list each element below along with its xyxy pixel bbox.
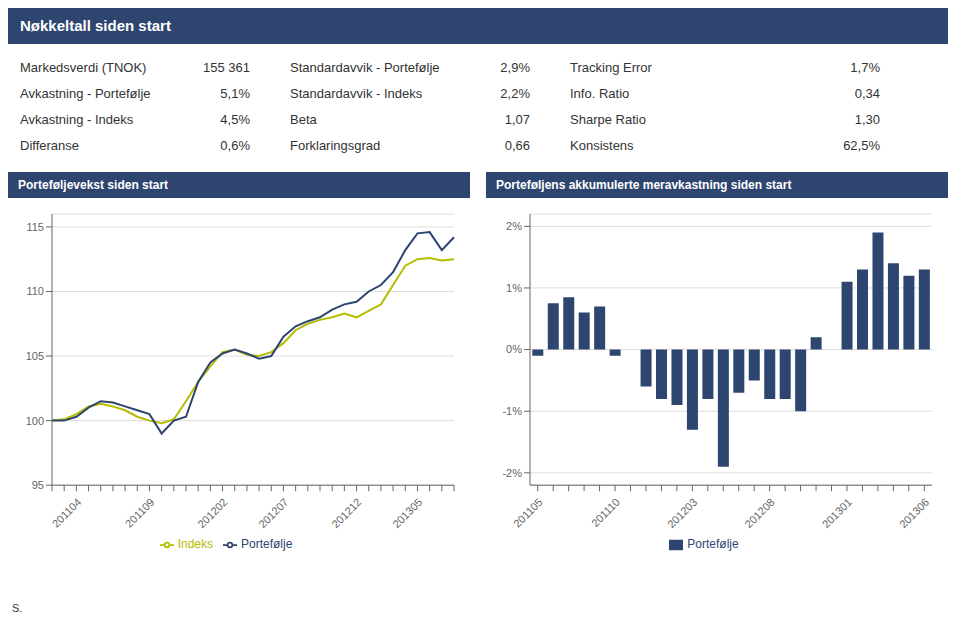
- html-text:Nøkkeltall siden start: Nøkkeltall siden start: [20, 17, 171, 34]
- html-text:Avkastning - Portefølje: Avkastning - Portefølje: [20, 85, 151, 101]
- svg-text:100: 100: [26, 415, 44, 427]
- svg-text:201109: 201109: [123, 496, 157, 530]
- svg-text:115: 115: [26, 221, 44, 233]
- svg-text:201306: 201306: [897, 496, 931, 530]
- html-text:Porteføljens akkumulerte merav: Porteføljens akkumulerte meravkastning s…: [496, 178, 792, 192]
- html-text:0,66: 0,66: [504, 137, 530, 153]
- html-text:Forklaringsgrad: Forklaringsgrad: [290, 137, 381, 153]
- svg-text:201305: 201305: [390, 496, 424, 530]
- html-text:Differanse: Differanse: [20, 137, 79, 153]
- html-text:Tracking Error: Tracking Error: [570, 59, 652, 75]
- svg-text:201104: 201104: [50, 496, 84, 530]
- html-text:1,7%: 1,7%: [850, 59, 880, 75]
- svg-text:1%: 1%: [506, 282, 522, 294]
- svg-text:201105: 201105: [511, 496, 545, 530]
- html-text:155 361: 155 361: [203, 59, 250, 75]
- html-text:Standardavvik - Indeks: Standardavvik - Indeks: [290, 85, 423, 101]
- html-text:5,1%: 5,1%: [220, 85, 250, 101]
- svg-text:201203: 201203: [665, 496, 699, 530]
- html-text:4,5%: 4,5%: [220, 111, 250, 127]
- svg-text:-1%: -1%: [502, 405, 522, 417]
- html-text:0,34: 0,34: [854, 85, 880, 101]
- html-text:0,6%: 0,6%: [220, 137, 250, 153]
- svg-text:95: 95: [32, 479, 44, 491]
- html-text:Standardavvik - Portefølje: Standardavvik - Portefølje: [290, 59, 440, 75]
- svg-text:201202: 201202: [195, 496, 229, 530]
- html-text:62,5%: 62,5%: [843, 137, 880, 153]
- html-text:Portefølje: Portefølje: [687, 537, 739, 552]
- svg-text:201212: 201212: [329, 496, 363, 530]
- html-text:Avkastning - Indeks: Avkastning - Indeks: [20, 111, 134, 127]
- html-text:1,07: 1,07: [504, 111, 530, 127]
- svg-text:-2%: -2%: [502, 467, 522, 479]
- svg-text:201301: 201301: [820, 496, 854, 530]
- html-text:Beta: Beta: [290, 111, 317, 127]
- html-text:Sharpe Ratio: Sharpe Ratio: [570, 111, 646, 127]
- svg-text:201110: 201110: [589, 496, 622, 529]
- html-text:2,9%: 2,9%: [500, 59, 530, 75]
- html-text:Porteføljevekst siden start: Porteføljevekst siden start: [18, 178, 169, 192]
- html-text:Markedsverdi (TNOK): Markedsverdi (TNOK): [20, 59, 147, 75]
- html-text:2,2%: 2,2%: [500, 85, 530, 101]
- html-text:S.: S.: [12, 602, 23, 614]
- svg-text:201208: 201208: [742, 496, 776, 530]
- svg-text:105: 105: [26, 350, 44, 362]
- html-text:Konsistens: Konsistens: [570, 137, 634, 153]
- html-text:1,30: 1,30: [854, 111, 880, 127]
- html-text:Info. Ratio: Info. Ratio: [570, 85, 630, 101]
- html-text:Indeks: Indeks: [177, 537, 213, 552]
- svg-text:201207: 201207: [256, 496, 290, 530]
- svg-text:0%: 0%: [506, 343, 522, 355]
- svg-text:110: 110: [26, 285, 44, 297]
- svg-text:2%: 2%: [506, 220, 522, 232]
- html-text:Portefølje: Portefølje: [241, 537, 293, 552]
